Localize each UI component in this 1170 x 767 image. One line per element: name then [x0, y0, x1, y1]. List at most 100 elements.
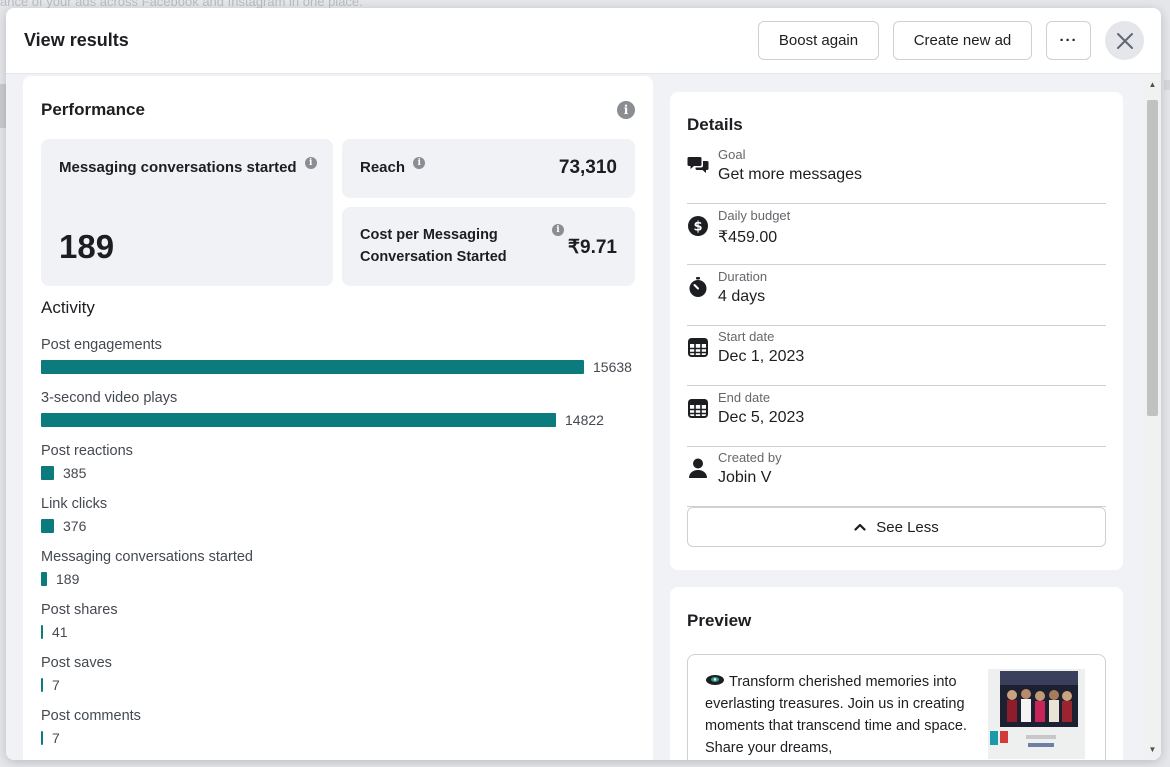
detail-label: Created by	[718, 450, 782, 465]
detail-value: Dec 5, 2023	[718, 409, 805, 426]
activity-title: Activity	[41, 298, 95, 317]
dialog-body: Performance i Messaging conversations st…	[6, 74, 1161, 760]
detail-label: End date	[718, 390, 771, 405]
reach-info-icon[interactable]: i	[413, 157, 426, 169]
ad-preview-image	[988, 669, 1085, 759]
activity-row: 3-second video plays 14822	[41, 388, 641, 432]
activity-bar-row: 189	[41, 567, 641, 591]
activity-bar-row: 14822	[41, 408, 641, 432]
background-page-strip-right	[1164, 80, 1170, 90]
activity-value: 15638	[593, 359, 632, 375]
detail-row: End date Dec 5, 2023	[687, 387, 1106, 447]
background-page-text: ance of your ads across Facebook and Ins…	[0, 0, 363, 9]
details-title: Details	[687, 115, 743, 134]
activity-value: 7	[52, 677, 60, 693]
scroll-up-arrow[interactable]: ▲	[1148, 80, 1157, 89]
cost-label-line2: Conversation Started	[360, 249, 507, 265]
activity-bar	[41, 731, 43, 745]
close-icon	[1116, 32, 1133, 49]
ad-preview-body: Transform cherished memories into everla…	[705, 674, 967, 756]
messaging-metric-value: 189	[59, 228, 115, 265]
activity-row: Post reactions 385	[41, 441, 641, 485]
activity-label: 3-second video plays	[41, 390, 178, 406]
activity-row: Post shares 41	[41, 600, 641, 644]
see-less-label: See Less	[876, 518, 939, 536]
boost-again-button[interactable]: Boost again	[758, 21, 879, 60]
activity-value: 41	[52, 624, 68, 640]
detail-row: Start date Dec 1, 2023	[687, 326, 1106, 386]
cost-label-line1: Cost per Messaging	[360, 227, 498, 243]
messaging-metric-label: Messaging conversations started	[59, 159, 297, 176]
calendar-icon	[687, 397, 709, 419]
activity-label: Post shares	[41, 602, 118, 618]
detail-row: Duration 4 days	[687, 266, 1106, 326]
activity-bar-row: 15638	[41, 355, 641, 379]
detail-value: 4 days	[718, 288, 766, 305]
background-page-strip	[0, 84, 6, 128]
messaging-info-icon[interactable]: i	[304, 157, 317, 169]
detail-label: Daily budget	[718, 208, 791, 223]
preview-title: Preview	[687, 611, 752, 630]
preview-card: Preview Transform cherished memories int…	[670, 587, 1123, 760]
activity-label: Post engagements	[41, 337, 162, 353]
activity-row: Link clicks 376	[41, 494, 641, 538]
activity-label: Messaging conversations started	[41, 549, 253, 565]
reach-metric: Reach i 73,310	[342, 139, 635, 198]
reach-value: 73,310	[558, 157, 617, 178]
activity-bar	[41, 678, 43, 692]
activity-row: Post engagements 15638	[41, 335, 641, 379]
activity-bar-row: 7	[41, 726, 641, 750]
performance-info-icon[interactable]: i	[617, 101, 635, 119]
activity-value: 14822	[565, 412, 604, 428]
detail-row: Goal Get more messages	[687, 144, 1106, 204]
close-button[interactable]	[1105, 21, 1144, 60]
reach-label: Reach	[360, 159, 406, 176]
detail-row: $ Daily budget ₹459.00	[687, 205, 1106, 265]
create-new-ad-button[interactable]: Create new ad	[893, 21, 1032, 60]
activity-label: Post reactions	[41, 443, 133, 459]
activity-bar	[41, 519, 54, 533]
activity-bar	[41, 413, 556, 427]
see-less-button[interactable]: See Less	[687, 507, 1106, 547]
more-options-button[interactable]: ···	[1046, 21, 1091, 60]
detail-value: Dec 1, 2023	[718, 348, 805, 365]
sparkle-emoji-icon	[706, 675, 724, 685]
vertical-scrollbar[interactable]: ▲ ▼	[1144, 74, 1161, 760]
chat-bubbles-icon	[687, 154, 709, 176]
dialog-header: View results Boost again Create new ad ·…	[6, 8, 1161, 74]
scroll-down-arrow[interactable]: ▼	[1148, 745, 1157, 754]
chevron-up-icon	[854, 523, 866, 531]
activity-bar-row: 376	[41, 514, 641, 538]
calendar-icon	[687, 336, 709, 358]
activity-bar-row: 41	[41, 620, 641, 644]
header-actions: Boost again Create new ad ···	[758, 21, 1144, 60]
activity-label: Link clicks	[41, 496, 108, 512]
detail-label: Start date	[718, 329, 775, 344]
messaging-conversations-metric: Messaging conversations started i 189	[41, 139, 333, 286]
detail-value: Get more messages	[718, 166, 863, 183]
ad-preview-text: Transform cherished memories into everla…	[705, 671, 977, 759]
ad-preview[interactable]: Transform cherished memories into everla…	[687, 654, 1106, 760]
cost-value: ₹9.71	[567, 237, 617, 258]
scrollbar-thumb[interactable]	[1147, 100, 1158, 416]
performance-card: Performance i Messaging conversations st…	[23, 76, 653, 760]
activity-value: 189	[56, 571, 80, 587]
dialog-title: View results	[24, 30, 129, 50]
view-results-dialog: View results Boost again Create new ad ·…	[6, 8, 1161, 760]
ad-thumbnail-graphic	[988, 669, 1085, 759]
activity-bar	[41, 466, 54, 480]
activity-value: 376	[63, 518, 87, 534]
activity-bar	[41, 625, 43, 639]
activity-value: 385	[63, 465, 87, 481]
activity-row: Messaging conversations started 189	[41, 547, 641, 591]
activity-bar	[41, 360, 584, 374]
activity-label: Post saves	[41, 655, 112, 671]
detail-row: Created by Jobin V	[687, 447, 1106, 507]
svg-text:$: $	[693, 220, 702, 235]
cost-info-icon[interactable]: i	[552, 224, 564, 236]
cost-per-messaging-metric: Cost per Messaging Conversation Started …	[342, 207, 635, 286]
person-icon	[687, 457, 709, 479]
stopwatch-icon	[687, 276, 709, 298]
performance-title: Performance	[41, 100, 145, 119]
activity-row: Post comments 7	[41, 706, 641, 750]
